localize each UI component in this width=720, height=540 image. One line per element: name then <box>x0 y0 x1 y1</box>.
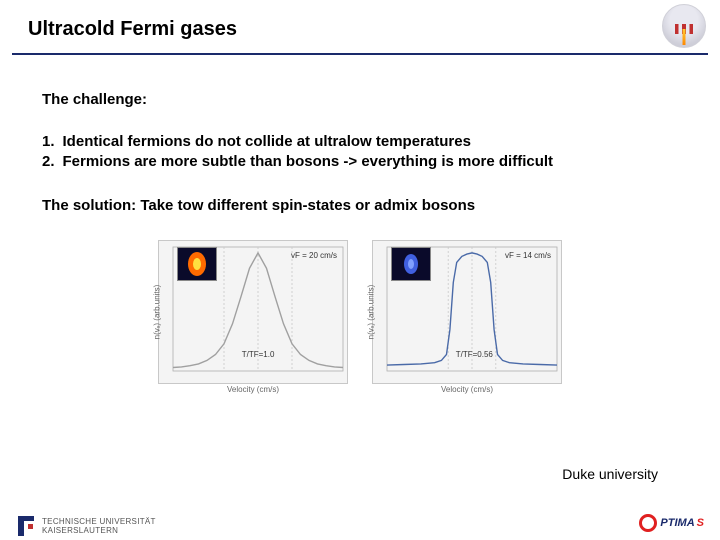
ttf-label-right: T/TF=0.56 <box>456 350 493 359</box>
challenge-heading: The challenge: <box>42 91 680 108</box>
ttf-label-left: T/TF=1.0 <box>242 350 275 359</box>
chart-left: vF = 20 cm/s T/TF=1.0 n(vₓ) (arb.units) … <box>158 240 348 384</box>
x-axis-label: Velocity (cm/s) <box>227 385 279 394</box>
charts-row: vF = 20 cm/s T/TF=1.0 n(vₓ) (arb.units) … <box>0 240 720 384</box>
list-number: 1. <box>42 132 55 152</box>
list-text: Identical fermions do not collide at ult… <box>63 132 471 152</box>
logo-optimas: PTIMAS <box>639 514 704 532</box>
list-item: 1. Identical fermions do not collide at … <box>42 132 680 152</box>
inset-image-left <box>177 247 217 281</box>
list-number: 2. <box>42 152 55 172</box>
vf-label-left: vF = 20 cm/s <box>291 251 337 260</box>
institution-icon <box>662 4 706 48</box>
challenge-list: 1. Identical fermions do not collide at … <box>42 132 680 173</box>
list-text: Fermions are more subtle than bosons -> … <box>63 152 554 172</box>
logo-tuk: TECHNISCHE UNIVERSITÄTKAISERSLAUTERN <box>16 516 156 536</box>
content: The challenge: 1. Identical fermions do … <box>0 55 720 214</box>
credit-text: Duke university <box>562 466 658 482</box>
x-axis-label: Velocity (cm/s) <box>441 385 493 394</box>
list-item: 2. Fermions are more subtle than bosons … <box>42 152 680 172</box>
inset-image-right <box>391 247 431 281</box>
y-axis-label: n(vₓ) (arb.units) <box>367 284 376 339</box>
chart-right: vF = 14 cm/s T/TF=0.56 n(vₓ) (arb.units)… <box>372 240 562 384</box>
tuk-mark-icon <box>16 516 36 536</box>
solution-text: The solution: Take tow different spin-st… <box>42 197 680 214</box>
footer: TECHNISCHE UNIVERSITÄTKAISERSLAUTERN PTI… <box>0 502 720 540</box>
tuk-text: TECHNISCHE UNIVERSITÄTKAISERSLAUTERN <box>42 517 156 535</box>
vf-label-right: vF = 14 cm/s <box>505 251 551 260</box>
optimas-text: PTIMA <box>660 517 694 529</box>
optimas-s: S <box>697 517 704 529</box>
header: Ultracold Fermi gases <box>0 0 720 49</box>
y-axis-label: n(vₓ) (arb.units) <box>153 284 162 339</box>
page-title: Ultracold Fermi gases <box>28 18 720 41</box>
optimas-o-icon <box>639 514 657 532</box>
